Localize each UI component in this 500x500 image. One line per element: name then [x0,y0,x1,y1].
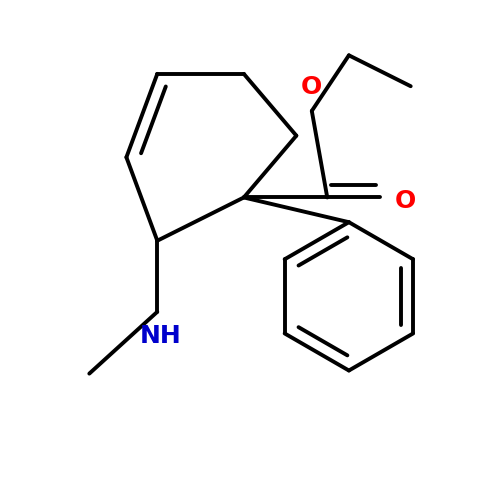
Text: NH: NH [140,324,181,348]
Text: O: O [301,74,322,98]
Text: O: O [395,188,416,212]
